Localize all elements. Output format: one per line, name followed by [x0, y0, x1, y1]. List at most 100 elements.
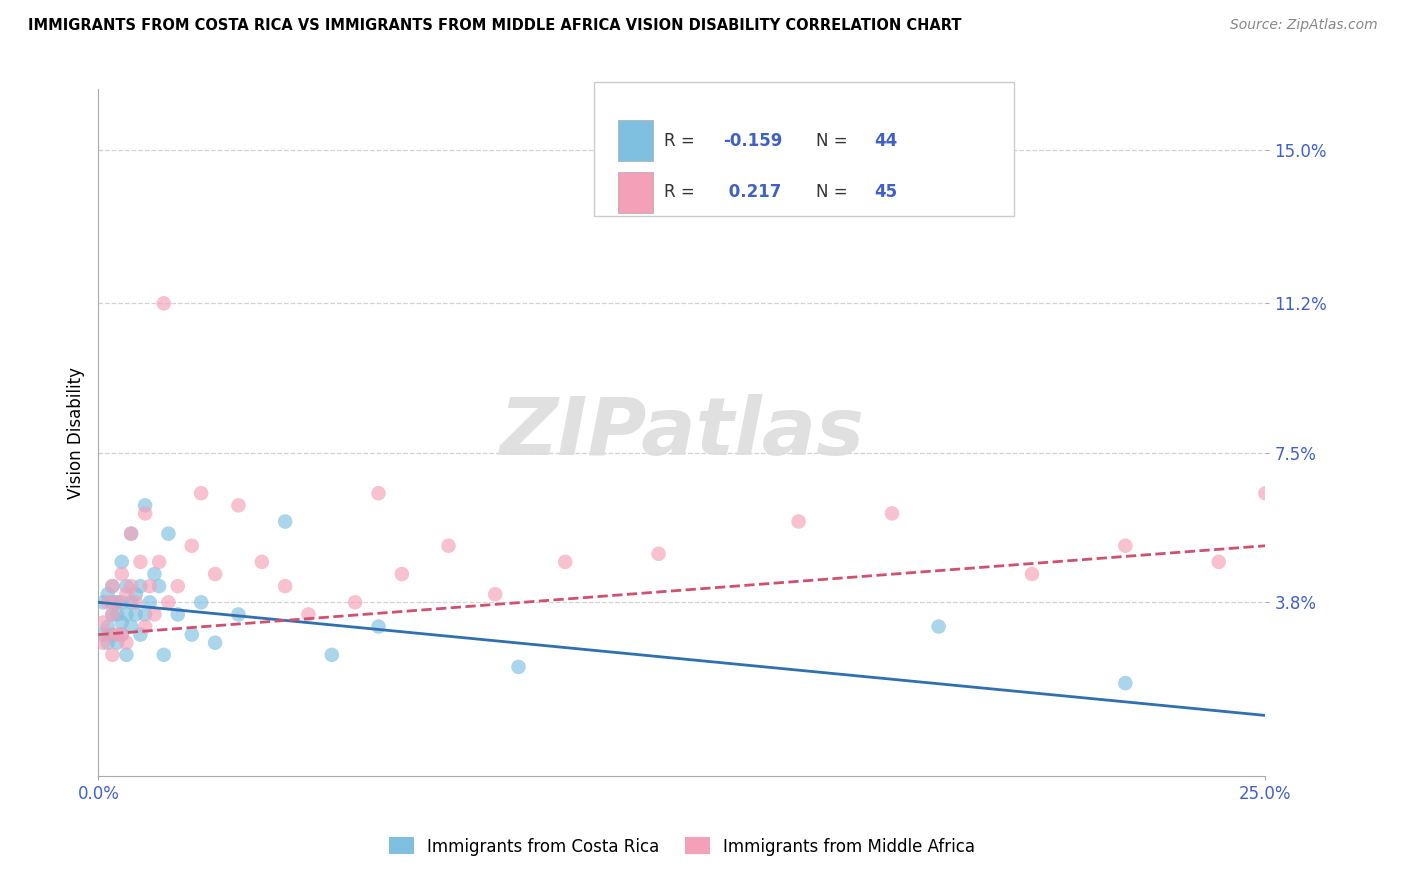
Point	[115, 636, 138, 650]
Point	[166, 579, 188, 593]
Legend: Immigrants from Costa Rica, Immigrants from Middle Africa: Immigrants from Costa Rica, Immigrants f…	[381, 829, 983, 863]
Point	[125, 607, 148, 622]
Point	[111, 595, 134, 609]
Text: Source: ZipAtlas.com: Source: ZipAtlas.com	[1230, 18, 1378, 32]
FancyBboxPatch shape	[617, 171, 652, 213]
Point	[180, 539, 202, 553]
Point	[204, 567, 226, 582]
Point	[125, 595, 148, 609]
Point	[91, 636, 114, 650]
Point	[180, 627, 202, 641]
Point	[115, 607, 138, 622]
Point	[101, 579, 124, 593]
Point	[120, 595, 142, 609]
Point	[134, 499, 156, 513]
Point	[437, 539, 460, 553]
Point	[129, 555, 152, 569]
Point	[111, 615, 134, 630]
Point	[101, 579, 124, 593]
Point	[111, 627, 134, 641]
Point	[139, 579, 162, 593]
Point	[105, 595, 128, 609]
Point	[166, 607, 188, 622]
Text: N =: N =	[815, 183, 853, 202]
Point	[484, 587, 506, 601]
Point	[508, 660, 530, 674]
Point	[344, 595, 367, 609]
Point	[1114, 539, 1136, 553]
Point	[101, 627, 124, 641]
Point	[120, 579, 142, 593]
Point	[134, 507, 156, 521]
Point	[204, 636, 226, 650]
Point	[228, 499, 250, 513]
Text: 45: 45	[875, 183, 897, 202]
Point	[129, 579, 152, 593]
Point	[97, 595, 120, 609]
Point	[152, 296, 174, 310]
Point	[101, 595, 124, 609]
Point	[148, 555, 170, 569]
Point	[190, 486, 212, 500]
Point	[97, 627, 120, 641]
Point	[115, 579, 138, 593]
Text: 44: 44	[875, 132, 897, 150]
Point	[1021, 567, 1043, 582]
Point	[97, 619, 120, 633]
Point	[120, 526, 142, 541]
Point	[91, 595, 114, 609]
Point	[647, 547, 669, 561]
Point	[97, 636, 120, 650]
Point	[228, 607, 250, 622]
Point	[148, 579, 170, 593]
Point	[152, 648, 174, 662]
Point	[120, 526, 142, 541]
Point	[91, 627, 114, 641]
Point	[143, 567, 166, 582]
Point	[97, 587, 120, 601]
Point	[1208, 555, 1230, 569]
Y-axis label: Vision Disability: Vision Disability	[66, 367, 84, 499]
Text: -0.159: -0.159	[723, 132, 782, 150]
Point	[134, 619, 156, 633]
Text: R =: R =	[665, 132, 700, 150]
FancyBboxPatch shape	[617, 120, 652, 161]
Point	[143, 607, 166, 622]
Point	[880, 507, 903, 521]
FancyBboxPatch shape	[595, 82, 1015, 216]
Point	[274, 515, 297, 529]
Point	[1114, 676, 1136, 690]
Point	[928, 619, 950, 633]
Text: 0.217: 0.217	[723, 183, 782, 202]
Point	[139, 595, 162, 609]
Point	[391, 567, 413, 582]
Point	[1254, 486, 1277, 500]
Point	[250, 555, 273, 569]
Point	[105, 636, 128, 650]
Point	[111, 627, 134, 641]
Point	[787, 515, 810, 529]
Point	[274, 579, 297, 593]
Point	[297, 607, 319, 622]
Point	[554, 555, 576, 569]
Point	[111, 555, 134, 569]
Text: R =: R =	[665, 183, 700, 202]
Text: IMMIGRANTS FROM COSTA RICA VS IMMIGRANTS FROM MIDDLE AFRICA VISION DISABILITY CO: IMMIGRANTS FROM COSTA RICA VS IMMIGRANTS…	[28, 18, 962, 33]
Point	[134, 607, 156, 622]
Point	[115, 648, 138, 662]
Point	[111, 567, 134, 582]
Point	[105, 607, 128, 622]
Point	[125, 587, 148, 601]
Point	[367, 486, 389, 500]
Point	[129, 627, 152, 641]
Point	[91, 615, 114, 630]
Point	[101, 607, 124, 622]
Point	[120, 619, 142, 633]
Point	[101, 648, 124, 662]
Text: N =: N =	[815, 132, 853, 150]
Point	[157, 595, 180, 609]
Text: ZIPatlas: ZIPatlas	[499, 393, 865, 472]
Point	[105, 627, 128, 641]
Point	[321, 648, 343, 662]
Point	[115, 587, 138, 601]
